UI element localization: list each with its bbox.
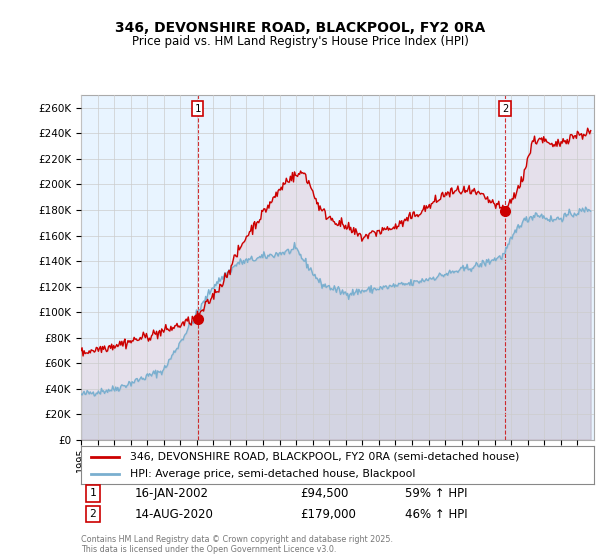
Text: 346, DEVONSHIRE ROAD, BLACKPOOL, FY2 0RA (semi-detached house): 346, DEVONSHIRE ROAD, BLACKPOOL, FY2 0RA… (130, 451, 519, 461)
Text: 1: 1 (89, 488, 97, 498)
Text: 2: 2 (89, 509, 97, 519)
Text: 1: 1 (194, 104, 200, 114)
Text: 46% ↑ HPI: 46% ↑ HPI (405, 507, 467, 521)
Text: Price paid vs. HM Land Registry's House Price Index (HPI): Price paid vs. HM Land Registry's House … (131, 35, 469, 48)
Text: 346, DEVONSHIRE ROAD, BLACKPOOL, FY2 0RA: 346, DEVONSHIRE ROAD, BLACKPOOL, FY2 0RA (115, 21, 485, 35)
Text: 14-AUG-2020: 14-AUG-2020 (135, 507, 214, 521)
Text: £94,500: £94,500 (300, 487, 349, 500)
Text: Contains HM Land Registry data © Crown copyright and database right 2025.
This d: Contains HM Land Registry data © Crown c… (81, 535, 393, 554)
Text: 2: 2 (502, 104, 508, 114)
Text: 59% ↑ HPI: 59% ↑ HPI (405, 487, 467, 500)
Text: 16-JAN-2002: 16-JAN-2002 (135, 487, 209, 500)
Text: HPI: Average price, semi-detached house, Blackpool: HPI: Average price, semi-detached house,… (130, 469, 415, 479)
Text: £179,000: £179,000 (300, 507, 356, 521)
